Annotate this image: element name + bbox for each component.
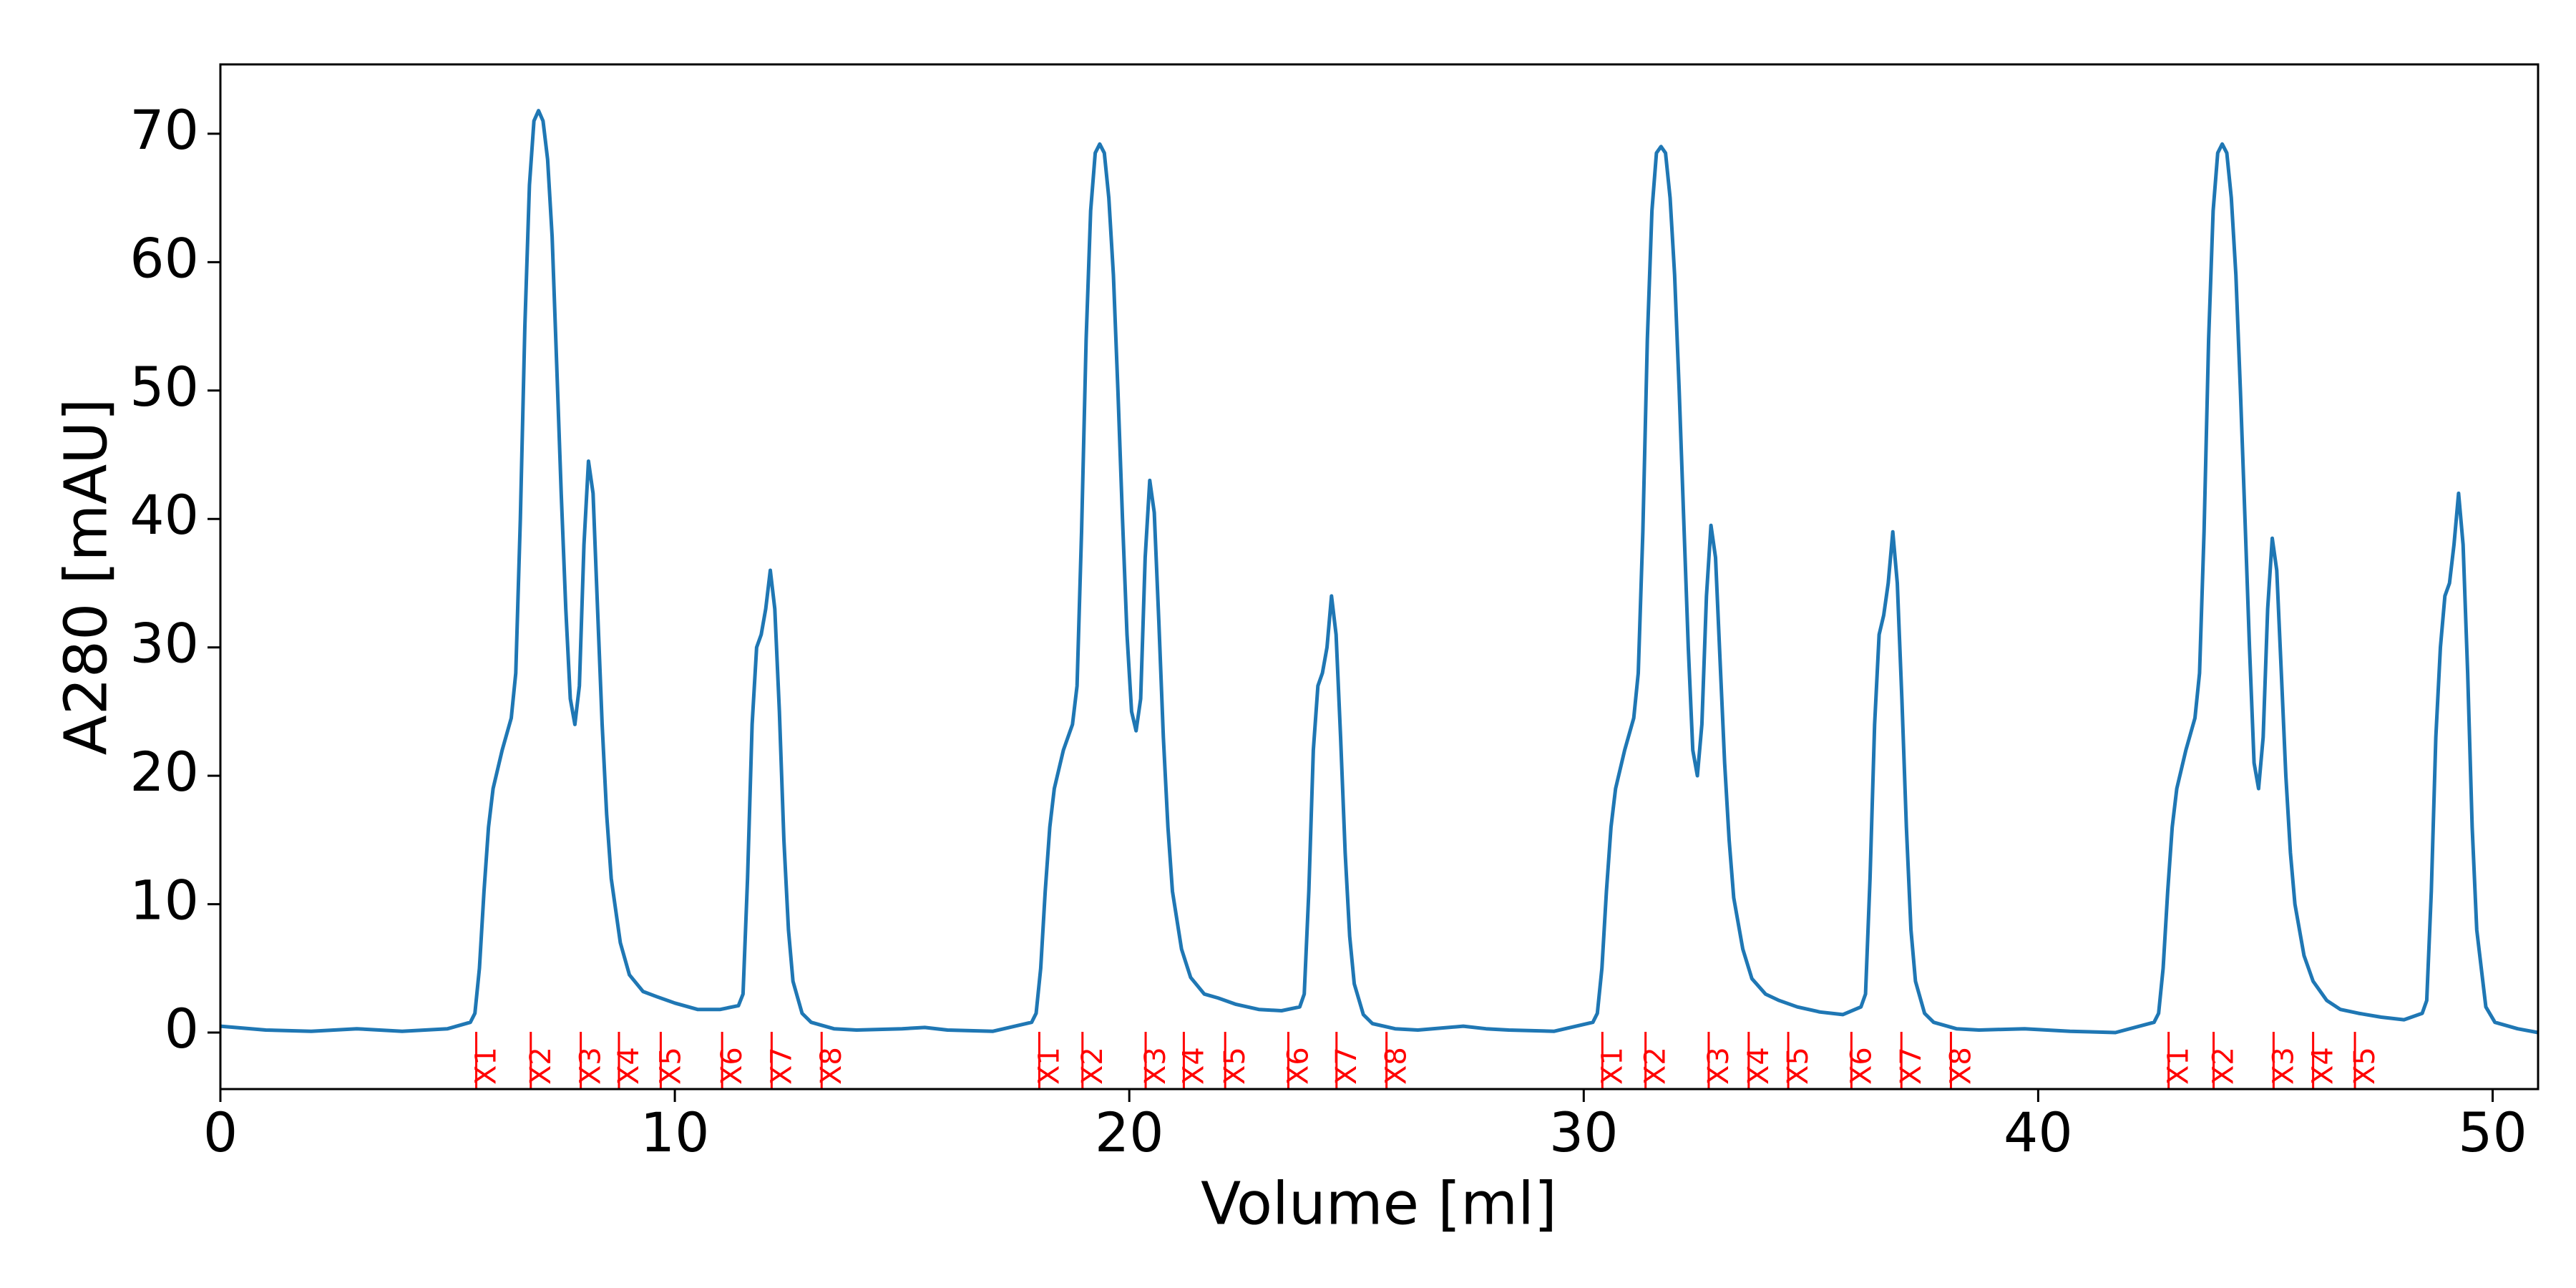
plot-frame bbox=[219, 63, 2540, 1091]
x-tick-label: 30 bbox=[1549, 1101, 1619, 1164]
fraction-label: X2 bbox=[525, 1047, 557, 1085]
fraction-label: X6 bbox=[1845, 1047, 1878, 1085]
y-tick-label: 70 bbox=[130, 98, 199, 162]
x-tick-label: 40 bbox=[2004, 1101, 2073, 1164]
fraction-label: X5 bbox=[1782, 1047, 1815, 1085]
y-axis-label: A280 [mAU] bbox=[52, 399, 120, 756]
fraction-label: X6 bbox=[1282, 1047, 1314, 1085]
y-tick-label: 50 bbox=[130, 355, 199, 419]
fraction-label: X8 bbox=[1944, 1047, 1977, 1085]
fraction-label: X6 bbox=[716, 1047, 748, 1085]
fraction-label: X5 bbox=[2348, 1047, 2381, 1085]
fraction-label: X4 bbox=[2307, 1047, 2340, 1085]
fraction-label: X1 bbox=[470, 1047, 503, 1085]
fraction-label: X4 bbox=[1742, 1047, 1775, 1085]
fraction-label: X8 bbox=[1380, 1047, 1413, 1085]
y-tick-label: 10 bbox=[130, 869, 199, 932]
fraction-label: X4 bbox=[1177, 1047, 1210, 1085]
fraction-label: X5 bbox=[654, 1047, 687, 1085]
fraction-label: X7 bbox=[1895, 1047, 1928, 1085]
y-tick-label: 0 bbox=[165, 997, 199, 1060]
y-tick-label: 30 bbox=[130, 612, 199, 675]
x-tick-label: 20 bbox=[1095, 1101, 1164, 1164]
x-tick-label: 50 bbox=[2458, 1101, 2527, 1164]
data-line bbox=[220, 109, 2539, 1035]
fraction-label: X2 bbox=[1076, 1047, 1109, 1085]
fraction-label: X7 bbox=[765, 1047, 798, 1085]
fraction-label: X1 bbox=[1596, 1047, 1629, 1085]
x-tick-label: 0 bbox=[203, 1101, 238, 1164]
fraction-label: X2 bbox=[1639, 1047, 1672, 1085]
fraction-label: X4 bbox=[613, 1047, 645, 1085]
x-axis-label: Volume [ml] bbox=[1201, 1170, 1557, 1238]
fraction-label: X3 bbox=[1702, 1047, 1735, 1085]
fraction-label: X8 bbox=[815, 1047, 848, 1085]
fraction-label: X7 bbox=[1330, 1047, 1363, 1085]
fraction-label: X3 bbox=[1139, 1047, 1172, 1085]
x-tick-label: 10 bbox=[640, 1101, 710, 1164]
fraction-label: X3 bbox=[575, 1047, 608, 1085]
fraction-label: X3 bbox=[2267, 1047, 2300, 1085]
y-tick-label: 20 bbox=[130, 740, 199, 804]
y-tick-label: 40 bbox=[130, 483, 199, 547]
fraction-label: X2 bbox=[2207, 1047, 2240, 1085]
fraction-label: X1 bbox=[2162, 1047, 2195, 1085]
fraction-label: X5 bbox=[1219, 1047, 1252, 1085]
y-tick-label: 60 bbox=[130, 226, 199, 290]
fraction-label: X1 bbox=[1033, 1047, 1065, 1085]
